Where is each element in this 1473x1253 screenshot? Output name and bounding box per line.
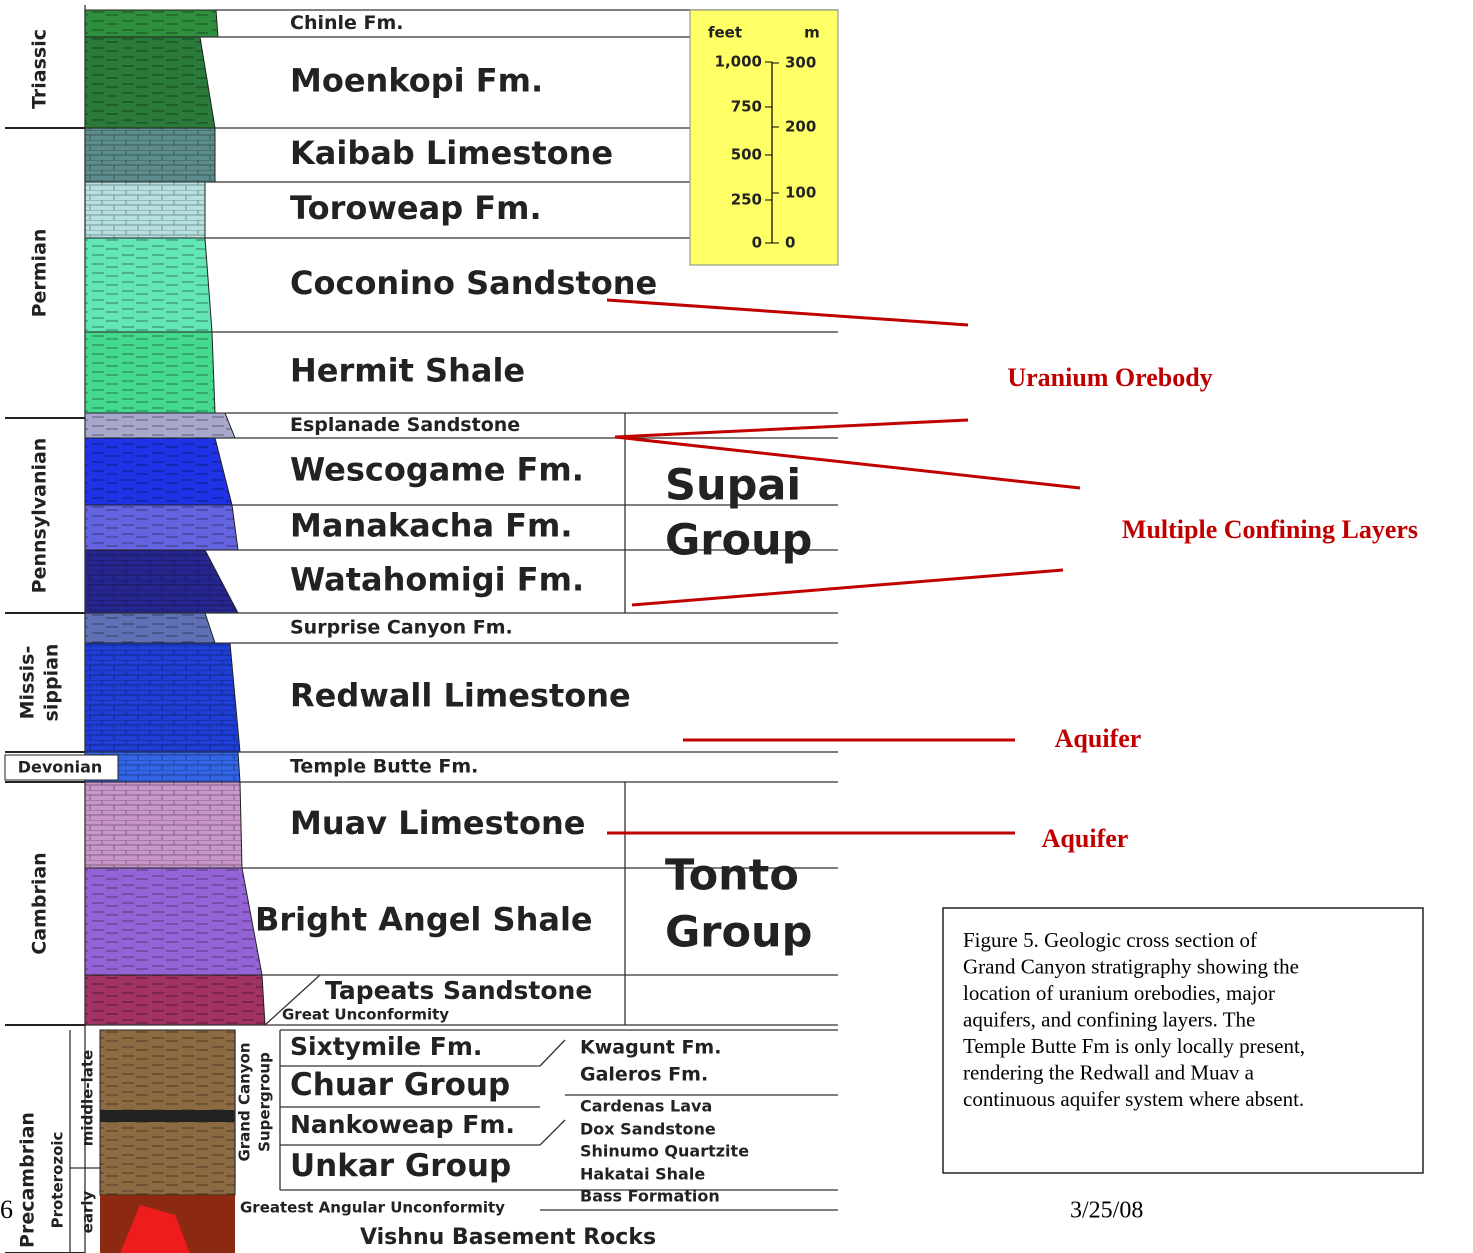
- rock-pattern: [85, 37, 215, 128]
- period-label: Precambrian: [17, 1112, 39, 1248]
- rock-pattern: [85, 868, 262, 975]
- formation-label: Hermit Shale: [290, 352, 525, 390]
- unit-label: Nankoweap Fm.: [290, 1110, 515, 1139]
- unconformity-label: Greatest Angular Unconformity: [240, 1199, 505, 1217]
- formation-label: Moenkopi Fm.: [290, 62, 543, 100]
- rock-pattern: [85, 182, 205, 238]
- caption-line: rendering the Redwall and Muav a: [963, 1060, 1255, 1084]
- rock-pattern: [85, 613, 215, 643]
- formation-label: Wescogame Fm.: [290, 451, 584, 489]
- formation-label: Esplanade Sandstone: [290, 414, 520, 436]
- scale-tick-label: 100: [785, 184, 816, 202]
- rock-pattern: [85, 332, 215, 413]
- formation-label: Toroweap Fm.: [290, 189, 542, 227]
- page-number: 6: [0, 1195, 13, 1224]
- subdivision-label: middle-late: [79, 1050, 97, 1146]
- annotation-label: Aquifer: [1042, 824, 1129, 853]
- formation-label: Manakacha Fm.: [290, 507, 573, 545]
- rock-pattern: [85, 238, 212, 332]
- supergroup-label: Supergroup: [256, 1052, 274, 1152]
- scale-tick-label: 300: [785, 54, 816, 72]
- formation-label: Bright Angel Shale: [255, 901, 593, 939]
- rock-pattern: [85, 438, 232, 505]
- scale-tick-label: 0: [752, 234, 762, 252]
- period-label: Pennsylvanian: [29, 438, 51, 594]
- rock-pattern: [85, 643, 240, 752]
- rock-pattern: [85, 505, 238, 550]
- scale-header: m: [804, 24, 820, 42]
- rock-pattern: [85, 782, 242, 868]
- basement-label: Vishnu Basement Rocks: [360, 1225, 656, 1250]
- caption-line: Grand Canyon stratigraphy showing the: [963, 954, 1299, 978]
- scale-tick-label: 250: [731, 191, 762, 209]
- caption-line: aquifers, and confining layers. The: [963, 1007, 1255, 1031]
- scale-tick-label: 0: [785, 234, 795, 252]
- unit-label: Unkar Group: [290, 1148, 511, 1184]
- era-label: Proterozoic: [49, 1132, 67, 1229]
- group-label: Supai: [665, 461, 801, 511]
- subdivision-label: early: [79, 1190, 97, 1233]
- subunit-label: Dox Sandstone: [580, 1120, 716, 1139]
- group-label: Tonto: [665, 851, 799, 901]
- annotation-label: Uranium Orebody: [1007, 363, 1212, 392]
- formation-label: Muav Limestone: [290, 804, 585, 842]
- annotation-line: [607, 300, 968, 325]
- subunit-label: Cardenas Lava: [580, 1097, 712, 1116]
- period-label: sippian: [41, 644, 63, 722]
- rock-pattern: [85, 975, 265, 1025]
- rock-pattern: [85, 413, 235, 438]
- annotation-line: [615, 420, 968, 437]
- scale-tick-label: 500: [731, 146, 762, 164]
- rock-pattern: [85, 128, 215, 182]
- supergroup-label: Grand Canyon: [236, 1042, 254, 1161]
- period-label: Triassic: [29, 29, 51, 109]
- period-label: Cambrian: [29, 852, 51, 954]
- diagram: Chinle Fm. Moenkopi Fm. Kaibab Limestone To…: [0, 0, 1473, 1253]
- scale-tick-label: 200: [785, 118, 816, 136]
- caption-line: continuous aquifer system where absent.: [963, 1087, 1304, 1111]
- caption-line: Temple Butte Fm is only locally present,: [963, 1034, 1305, 1058]
- formation-label: Kaibab Limestone: [290, 134, 613, 172]
- caption-line: Figure 5. Geologic cross section of: [963, 928, 1257, 952]
- period-label: Permian: [29, 229, 51, 318]
- formation-label: Watahomigi Fm.: [290, 561, 584, 599]
- unit-divider: [540, 1120, 565, 1145]
- annotation-label: Multiple Confining Layers: [1122, 515, 1418, 544]
- formation-label: Temple Butte Fm.: [290, 756, 478, 778]
- scale-tick-label: 750: [731, 98, 762, 116]
- subunit-label: Hakatai Shale: [580, 1165, 705, 1184]
- formation-label: Surprise Canyon Fm.: [290, 617, 513, 639]
- subunit-label: Bass Formation: [580, 1187, 720, 1206]
- unit-label: Sixtymile Fm.: [290, 1032, 482, 1061]
- unit-label: Chuar Group: [290, 1067, 510, 1103]
- group-label: Group: [665, 908, 812, 958]
- formation-label: Tapeats Sandstone: [325, 976, 592, 1005]
- annotation-line: [632, 570, 1063, 605]
- unconformity-label: Great Unconformity: [282, 1006, 449, 1024]
- page: Chinle Fm. Moenkopi Fm. Kaibab Limestone To…: [0, 0, 1473, 1253]
- rock-layer: [100, 1110, 235, 1122]
- subunit-label: Kwagunt Fm.: [580, 1037, 721, 1059]
- formation-label: Chinle Fm.: [290, 12, 404, 34]
- annotation-label: Aquifer: [1055, 724, 1142, 753]
- scale-header: feet: [708, 24, 742, 42]
- unit-divider: [540, 1040, 565, 1066]
- subunit-label: Shinumo Quartzite: [580, 1142, 749, 1161]
- caption-line: location of uranium orebodies, major: [963, 981, 1275, 1005]
- scale-tick-label: 1,000: [715, 53, 762, 71]
- rock-pattern: [85, 550, 238, 613]
- period-label: Missis-: [17, 646, 39, 720]
- scale-box: [690, 10, 838, 265]
- group-label: Group: [665, 516, 812, 566]
- rock-pattern: [85, 10, 218, 37]
- formation-label: Redwall Limestone: [290, 677, 631, 715]
- period-label: Devonian: [18, 758, 103, 777]
- footer-date: 3/25/08: [1070, 1198, 1143, 1224]
- formation-label: Coconino Sandstone: [290, 264, 657, 302]
- subunit-label: Galeros Fm.: [580, 1064, 708, 1086]
